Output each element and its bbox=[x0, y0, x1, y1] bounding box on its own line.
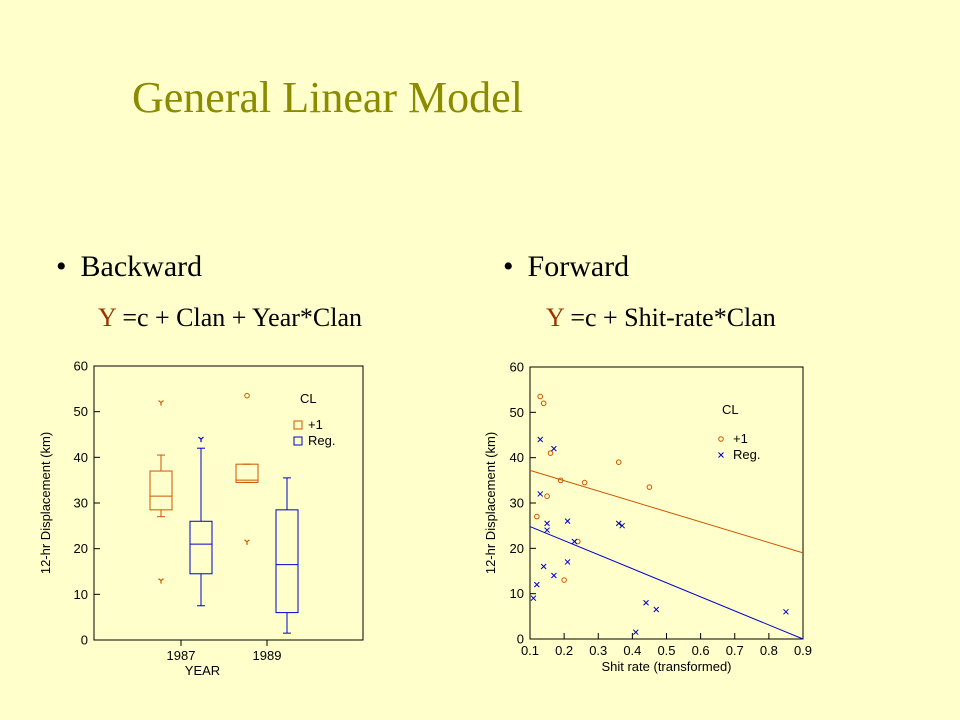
box-body bbox=[235, 463, 259, 483]
legend-marker bbox=[293, 420, 303, 430]
scatter-point bbox=[530, 595, 537, 602]
bullet-forward: • Forward bbox=[503, 250, 629, 284]
scatter-point bbox=[571, 538, 578, 545]
equation-forward-rest: =c + Shit-rate*Clan bbox=[563, 303, 776, 332]
x-axis-label: Shit rate (transformed) bbox=[601, 659, 731, 674]
equation-backward: Y =c + Clan + Year*Clan bbox=[98, 303, 362, 333]
box-plot-chart: 0 10 20 30 40 50 60 1987 1989 YEAR 12-hr Displacem… bbox=[38, 359, 364, 678]
bullet-backward: • Backward bbox=[56, 250, 202, 284]
scatter-point bbox=[551, 445, 557, 452]
scatter-point bbox=[564, 559, 571, 565]
plot-frame bbox=[529, 366, 804, 640]
scatter-point bbox=[574, 538, 581, 545]
legend-title: CL bbox=[722, 402, 739, 417]
fit-line bbox=[529, 469, 804, 554]
bullet-dot: • bbox=[503, 250, 514, 283]
legend-marker bbox=[293, 436, 303, 446]
y-axis-label: 12-hr Displacement (km) bbox=[483, 432, 498, 574]
y-tick-label: 30 bbox=[74, 496, 88, 511]
x-tick-label: 0.4 bbox=[623, 643, 641, 658]
scatter-point bbox=[783, 608, 789, 615]
x-tick-label: 0.2 bbox=[555, 643, 573, 658]
slide-title: General Linear Model bbox=[132, 73, 523, 122]
box-body bbox=[189, 520, 213, 575]
equation-forward-y: Y bbox=[546, 303, 564, 332]
legend-label: +1 bbox=[308, 417, 323, 432]
plot-frame bbox=[93, 365, 364, 641]
y-axis-label: 12-hr Displacement (km) bbox=[38, 432, 53, 574]
x-tick-label: 1989 bbox=[253, 648, 282, 663]
equation-backward-y: Y bbox=[98, 303, 116, 332]
box-outlier bbox=[244, 392, 250, 399]
y-tick-label: 50 bbox=[74, 404, 88, 419]
legend-label: +1 bbox=[733, 431, 748, 446]
x-tick-label: 0.3 bbox=[589, 643, 607, 658]
scatter-point bbox=[540, 563, 547, 570]
x-tick-label: 0.1 bbox=[521, 643, 539, 658]
scatter-point bbox=[551, 572, 557, 579]
legend-marker bbox=[718, 436, 724, 442]
scatter-point bbox=[557, 477, 564, 484]
y-tick-label: 60 bbox=[74, 359, 88, 374]
y-tick-label: 40 bbox=[510, 450, 524, 465]
y-tick-label: 60 bbox=[510, 360, 524, 375]
scatter-point bbox=[540, 400, 547, 407]
bullet-forward-label: Forward bbox=[527, 250, 630, 283]
bullet-dot: • bbox=[56, 250, 67, 283]
x-tick-label: 0.7 bbox=[726, 643, 744, 658]
box-outlier bbox=[244, 539, 250, 545]
legend-label: Reg. bbox=[308, 433, 335, 448]
equation-backward-rest: =c + Clan + Year*Clan bbox=[115, 303, 362, 332]
y-tick-label: 20 bbox=[510, 541, 524, 556]
x-tick-label: 0.9 bbox=[794, 643, 812, 658]
scatter-point bbox=[537, 491, 544, 497]
scatter-point bbox=[615, 520, 622, 527]
scatter-point bbox=[561, 577, 567, 583]
box-outlier bbox=[198, 436, 204, 443]
x-tick-label: 1987 bbox=[167, 648, 196, 663]
scatter-point bbox=[653, 606, 660, 613]
box-outlier bbox=[158, 400, 164, 406]
x-tick-label: 0.6 bbox=[692, 643, 710, 658]
scatter-point bbox=[619, 522, 625, 529]
y-tick-label: 0 bbox=[81, 633, 88, 648]
fit-line bbox=[529, 526, 804, 640]
y-tick-label: 10 bbox=[510, 586, 524, 601]
scatter-point bbox=[537, 436, 544, 443]
scatter-point bbox=[534, 513, 540, 520]
scatter-point bbox=[544, 520, 550, 527]
box-body bbox=[149, 470, 173, 511]
scatter-point bbox=[537, 393, 544, 400]
scatter-point bbox=[533, 581, 540, 588]
scatter-point bbox=[581, 479, 588, 486]
bullet-backward-label: Backward bbox=[80, 250, 203, 283]
scatter-point bbox=[615, 459, 622, 465]
scatter-point bbox=[544, 527, 550, 534]
equation-forward: Y =c + Shit-rate*Clan bbox=[546, 303, 776, 333]
y-tick-label: 40 bbox=[74, 450, 88, 465]
scatter-point bbox=[544, 493, 550, 499]
box-body bbox=[275, 509, 299, 614]
x-axis-label: YEAR bbox=[185, 663, 220, 678]
y-tick-label: 20 bbox=[74, 541, 88, 556]
scatter-point bbox=[547, 450, 554, 456]
legend-title: CL bbox=[300, 391, 317, 406]
scatter-point bbox=[632, 629, 639, 636]
y-tick-label: 10 bbox=[74, 587, 88, 602]
x-tick-label: 0.5 bbox=[657, 643, 675, 658]
legend-marker bbox=[718, 452, 724, 458]
box-outlier bbox=[158, 578, 164, 584]
y-tick-label: 0 bbox=[517, 632, 524, 647]
y-tick-label: 30 bbox=[510, 496, 524, 511]
y-tick-label: 50 bbox=[510, 405, 524, 420]
scatter-point bbox=[646, 484, 653, 490]
legend-label: Reg. bbox=[733, 447, 760, 462]
scatter-point bbox=[564, 518, 571, 524]
scatter-point bbox=[643, 599, 649, 606]
scatter-plot-chart: 0 10 20 30 40 50 60 0.1 0.2 0.3 0.4 0.5 0.6 0.7 0.8 0.9… bbox=[483, 360, 812, 675]
x-tick-label: 0.8 bbox=[760, 643, 778, 658]
